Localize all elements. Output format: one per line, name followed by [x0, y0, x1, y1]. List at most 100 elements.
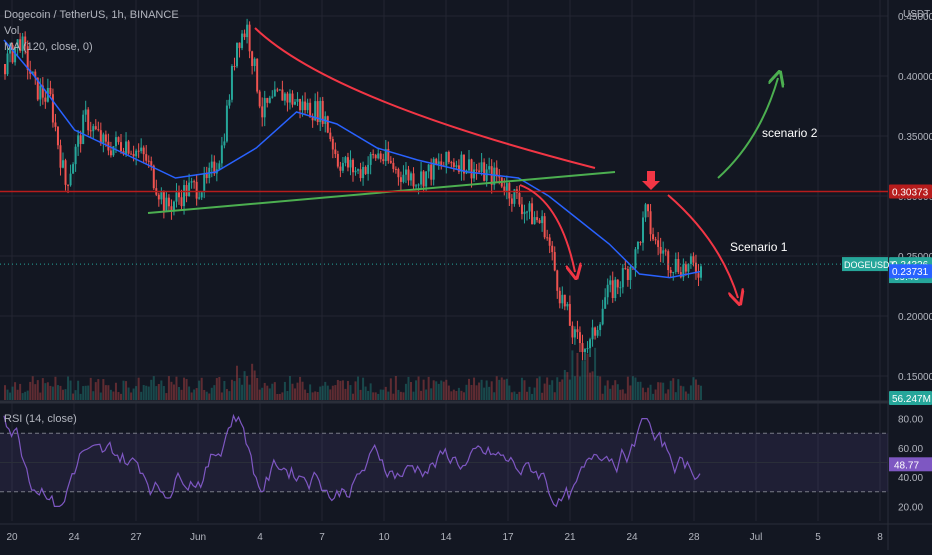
volume-bar	[410, 382, 412, 400]
candle-body	[306, 102, 309, 111]
candle-body	[634, 249, 637, 269]
volume-bar	[566, 372, 569, 400]
candle-body	[362, 166, 365, 179]
volume-bar	[697, 384, 700, 400]
volume-bar	[296, 382, 299, 400]
symbol-title[interactable]: Dogecoin / TetherUS, 1h, BINANCE	[4, 9, 179, 21]
volume-bar	[349, 385, 352, 400]
volume-bar	[402, 392, 405, 400]
rsi-value-bg	[889, 457, 932, 472]
volume-bar	[241, 384, 244, 400]
candle-body	[135, 150, 138, 157]
candle-body	[329, 132, 332, 140]
candle-body	[417, 184, 420, 186]
candle-body	[571, 325, 574, 338]
rsi-pane	[0, 413, 888, 508]
volume-bar	[483, 387, 486, 400]
volume-bar	[616, 384, 619, 400]
candle-body	[99, 130, 102, 144]
volume-bar	[561, 379, 564, 400]
volume-bar	[87, 385, 90, 400]
volume-bar	[67, 376, 70, 400]
candle-body	[377, 153, 380, 159]
volume-bar	[379, 389, 382, 400]
volume-bar	[243, 371, 246, 400]
x-tick-label: 8	[877, 532, 883, 543]
volume-bar	[183, 377, 186, 400]
candle-body	[354, 170, 357, 173]
candle-body	[152, 165, 155, 189]
candle-body	[256, 58, 259, 92]
x-tick-label: Jul	[750, 532, 763, 543]
candle-body	[528, 203, 531, 212]
volume-bar	[246, 376, 249, 400]
volume-bar	[251, 363, 254, 400]
candle-body	[16, 39, 19, 48]
volume-bar	[399, 391, 402, 400]
candle-body	[24, 36, 27, 47]
candle-body	[77, 135, 80, 147]
candle-body	[236, 42, 238, 67]
candle-body	[273, 89, 276, 97]
candle-body	[694, 262, 697, 274]
volume-bar	[261, 387, 264, 400]
volume-bar	[112, 391, 115, 400]
candle-body	[352, 159, 354, 173]
volume-bar	[301, 381, 304, 400]
candle-body	[689, 256, 692, 264]
volume-bar	[9, 392, 12, 400]
candle-body	[6, 53, 9, 75]
volume-bar	[447, 385, 450, 400]
candle-body	[581, 343, 584, 353]
volume-bar	[346, 380, 349, 400]
candle-body	[44, 97, 47, 102]
volume-bar	[669, 380, 672, 400]
volume-bar	[266, 385, 269, 400]
volume-bar	[420, 390, 423, 400]
candle-body	[604, 297, 607, 309]
candle-body	[642, 217, 644, 243]
volume-bar	[314, 391, 317, 400]
volume-bar	[652, 393, 655, 400]
x-tick-label: 21	[564, 532, 576, 543]
volume-bar	[445, 379, 448, 400]
volume-bar	[193, 389, 196, 400]
candle-body	[336, 154, 339, 167]
x-tick-label: 10	[378, 532, 390, 543]
y-tick-label: 0.40000	[898, 72, 932, 83]
candle-body	[659, 246, 662, 254]
volume-bar	[24, 391, 27, 400]
volume-bar	[649, 384, 652, 400]
volume-bar	[64, 389, 67, 400]
volume-bar	[228, 391, 231, 400]
volume-bar	[223, 380, 226, 400]
candle-body	[468, 159, 470, 171]
candle-body	[331, 139, 334, 150]
volume-bar	[581, 360, 584, 400]
candle-body	[14, 47, 17, 63]
candle-body	[488, 166, 491, 170]
volume-bar	[276, 393, 279, 400]
candle-body	[230, 66, 233, 100]
candle-body	[188, 182, 191, 197]
candle-body	[462, 154, 465, 174]
y-tick-label: 0.15000	[898, 372, 932, 383]
candle-body	[606, 284, 609, 298]
volume-bar	[205, 391, 208, 400]
volume-bar	[687, 393, 690, 400]
candle-body	[62, 160, 64, 168]
volume-bar	[21, 393, 24, 400]
volume-indicator-label[interactable]: Vol	[4, 25, 20, 37]
volume-bar	[180, 389, 183, 400]
candle-body	[445, 151, 448, 166]
ma-indicator-label[interactable]: MA (120, close, 0)	[4, 41, 93, 53]
volume-bar	[172, 384, 175, 400]
volume-bar	[117, 392, 120, 400]
volume-bar	[392, 393, 395, 400]
candle-body	[430, 164, 433, 180]
volume-bar	[629, 385, 632, 400]
rsi-indicator-label[interactable]: RSI (14, close)	[4, 413, 77, 425]
ma-price-label: 0.23731	[892, 267, 929, 278]
